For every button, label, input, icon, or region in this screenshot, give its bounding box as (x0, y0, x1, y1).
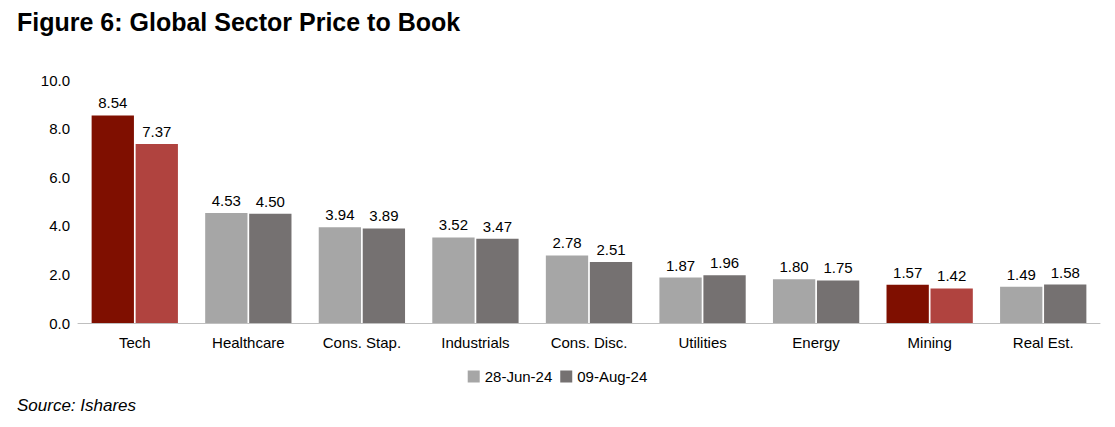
svg-text:1.49: 1.49 (1007, 266, 1036, 283)
svg-text:Utilities: Utilities (678, 334, 726, 351)
svg-text:3.52: 3.52 (439, 216, 468, 233)
svg-text:1.96: 1.96 (710, 254, 739, 271)
svg-text:1.80: 1.80 (780, 258, 809, 275)
svg-text:3.89: 3.89 (369, 207, 398, 224)
svg-text:0.0: 0.0 (49, 315, 70, 332)
svg-text:1.42: 1.42 (937, 267, 966, 284)
svg-text:1.75: 1.75 (824, 259, 853, 276)
svg-text:Industrials: Industrials (441, 334, 509, 351)
svg-text:4.53: 4.53 (212, 192, 241, 209)
svg-text:28-Jun-24: 28-Jun-24 (485, 368, 553, 385)
svg-text:Source: Ishares: Source: Ishares (17, 396, 137, 415)
svg-text:Tech: Tech (119, 334, 151, 351)
svg-text:7.37: 7.37 (142, 123, 171, 140)
svg-text:3.94: 3.94 (325, 206, 354, 223)
svg-text:3.47: 3.47 (483, 218, 512, 235)
svg-text:6.0: 6.0 (49, 169, 70, 186)
svg-text:4.50: 4.50 (256, 193, 285, 210)
svg-text:8.0: 8.0 (49, 120, 70, 137)
svg-text:Figure 6: Global Sector Price: Figure 6: Global Sector Price to Book (17, 8, 460, 36)
svg-text:09-Aug-24: 09-Aug-24 (577, 368, 647, 385)
svg-text:Real Est.: Real Est. (1013, 334, 1074, 351)
svg-text:2.51: 2.51 (596, 241, 625, 258)
svg-text:Cons. Stap.: Cons. Stap. (323, 334, 401, 351)
svg-text:1.58: 1.58 (1051, 264, 1080, 281)
svg-text:2.0: 2.0 (49, 266, 70, 283)
svg-text:8.54: 8.54 (98, 94, 127, 111)
svg-text:Cons. Disc.: Cons. Disc. (551, 334, 628, 351)
svg-text:10.0: 10.0 (41, 72, 70, 89)
svg-text:2.78: 2.78 (552, 234, 581, 251)
svg-text:Healthcare: Healthcare (212, 334, 285, 351)
svg-text:1.57: 1.57 (893, 264, 922, 281)
svg-text:1.87: 1.87 (666, 257, 695, 274)
svg-text:Energy: Energy (792, 334, 840, 351)
svg-text:Mining: Mining (908, 334, 952, 351)
svg-text:4.0: 4.0 (49, 217, 70, 234)
